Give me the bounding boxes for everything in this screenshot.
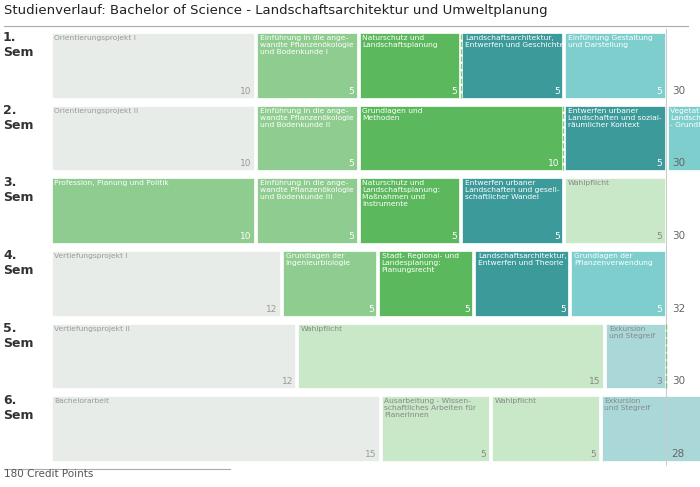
Text: Vertiefungsprojekt I: Vertiefungsprojekt I xyxy=(55,253,128,259)
Text: 10: 10 xyxy=(240,232,252,241)
Text: Grundlagen der
Pflanzenverwendung: Grundlagen der Pflanzenverwendung xyxy=(574,253,653,266)
Bar xyxy=(298,324,603,388)
Text: Naturschutz und
Landschaftsplanung: Naturschutz und Landschaftsplanung xyxy=(363,35,438,48)
Bar xyxy=(565,33,664,98)
Bar xyxy=(283,251,376,316)
Bar xyxy=(52,178,254,243)
Bar xyxy=(462,178,562,243)
Text: Profession, Planung und Politik: Profession, Planung und Politik xyxy=(55,180,169,187)
Text: 5: 5 xyxy=(368,305,374,314)
Bar xyxy=(52,324,295,388)
Text: 1.
Sem: 1. Sem xyxy=(3,31,34,59)
Text: 5: 5 xyxy=(452,87,457,95)
Text: 5: 5 xyxy=(554,87,560,95)
Bar xyxy=(601,396,700,461)
Bar xyxy=(360,106,562,170)
Text: 4.
Sem: 4. Sem xyxy=(3,249,34,277)
Text: Landschaftsarchitektur,
Entwerfen und Geschichte: Landschaftsarchitektur, Entwerfen und Ge… xyxy=(466,35,564,48)
Bar xyxy=(606,324,664,388)
Text: 5: 5 xyxy=(349,159,354,169)
Text: 5: 5 xyxy=(554,232,560,241)
Text: 5: 5 xyxy=(481,450,486,459)
Text: 30: 30 xyxy=(672,86,685,95)
Bar xyxy=(379,251,472,316)
Text: 32: 32 xyxy=(672,304,685,314)
Text: 5: 5 xyxy=(657,159,662,169)
Bar xyxy=(257,33,356,98)
Text: Ausarbeitung - Wissen-
schaftliches Arbeiten für
PlanerInnen: Ausarbeitung - Wissen- schaftliches Arbe… xyxy=(384,398,477,418)
Bar xyxy=(565,178,664,243)
Text: Stadt- Regional- und
Landesplanung:
Planungsrecht: Stadt- Regional- und Landesplanung: Plan… xyxy=(382,253,458,273)
Text: Einführung in die ange-
wandte Pflanzenökologie
und Bodenkunde III: Einführung in die ange- wandte Pflanzenö… xyxy=(260,180,354,200)
Text: 12: 12 xyxy=(266,305,277,314)
Text: 10: 10 xyxy=(240,159,252,169)
Text: Grundlagen der
Ingenieurbiologie: Grundlagen der Ingenieurbiologie xyxy=(286,253,351,266)
Text: 3.
Sem: 3. Sem xyxy=(3,176,34,205)
Text: Wahlpflicht: Wahlpflicht xyxy=(568,180,610,187)
Bar xyxy=(360,33,459,98)
Text: 10: 10 xyxy=(240,87,252,95)
Text: 5: 5 xyxy=(349,87,354,95)
Text: Exkursion
und Stegreif: Exkursion und Stegreif xyxy=(605,398,650,412)
Bar xyxy=(52,33,254,98)
Text: 180 Credit Points: 180 Credit Points xyxy=(4,469,93,479)
Bar xyxy=(257,106,356,170)
Text: Einführung in die ange-
wandte Pflanzenökologie
und Bodenkunde II: Einführung in die ange- wandte Pflanzenö… xyxy=(260,108,354,128)
Text: 5: 5 xyxy=(591,450,596,459)
Bar xyxy=(565,106,664,170)
Bar xyxy=(491,396,598,461)
Text: Orientierungsprojekt I: Orientierungsprojekt I xyxy=(55,35,136,41)
Text: 5: 5 xyxy=(657,87,662,95)
Bar xyxy=(52,251,279,316)
Text: 10: 10 xyxy=(548,159,560,169)
Text: Vegetationstechnik in der
Landschaftsarchitektur
- Grundlagen: Vegetationstechnik in der Landschaftsarc… xyxy=(671,108,700,128)
Text: Exkursion
und Stegreif: Exkursion und Stegreif xyxy=(609,326,655,338)
Text: 5: 5 xyxy=(349,232,354,241)
Text: Studienverlauf: Bachelor of Science - Landschaftsarchitektur und Umweltplanung: Studienverlauf: Bachelor of Science - La… xyxy=(4,4,552,17)
Text: 5: 5 xyxy=(464,305,470,314)
Text: Wahlpflicht: Wahlpflicht xyxy=(494,398,536,404)
Text: 3: 3 xyxy=(657,377,662,386)
Text: 5: 5 xyxy=(657,232,662,241)
Text: Entwerfen urbaner
Landschaften und gesell-
schaftlicher Wandel: Entwerfen urbaner Landschaften und gesel… xyxy=(466,180,560,200)
Text: 30: 30 xyxy=(672,231,685,241)
Text: 2.
Sem: 2. Sem xyxy=(3,104,34,131)
Bar xyxy=(360,178,459,243)
Bar xyxy=(668,106,700,170)
Text: 30: 30 xyxy=(672,158,685,169)
Text: Orientierungsprojekt II: Orientierungsprojekt II xyxy=(55,108,139,113)
Text: Wahlpflicht: Wahlpflicht xyxy=(301,326,343,332)
Text: Naturschutz und
Landschaftsplanung:
Maßnahmen und
Instrumente: Naturschutz und Landschaftsplanung: Maßn… xyxy=(363,180,440,207)
Bar xyxy=(52,106,254,170)
Text: Vertiefungsprojekt II: Vertiefungsprojekt II xyxy=(55,326,130,332)
Text: Grundlagen und
Methoden: Grundlagen und Methoden xyxy=(363,108,423,121)
Text: 5: 5 xyxy=(561,305,566,314)
Text: 5.
Sem: 5. Sem xyxy=(3,322,34,350)
Text: 30: 30 xyxy=(672,376,685,386)
Text: Entwerfen urbaner
Landschaften und sozial-
räumlicher Kontext: Entwerfen urbaner Landschaften und sozia… xyxy=(568,108,662,128)
Text: Landschaftsarchitektur,
Entwerfen und Theorie: Landschaftsarchitektur, Entwerfen und Th… xyxy=(478,253,567,266)
Text: 6.
Sem: 6. Sem xyxy=(3,394,34,422)
Bar xyxy=(475,251,568,316)
Text: Einführung in die ange-
wandte Pflanzenökologie
und Bodenkunde I: Einführung in die ange- wandte Pflanzenö… xyxy=(260,35,354,55)
Bar xyxy=(462,33,562,98)
Text: 12: 12 xyxy=(281,377,293,386)
Text: 28: 28 xyxy=(672,449,685,459)
Bar xyxy=(571,251,664,316)
Text: 15: 15 xyxy=(365,450,377,459)
Bar xyxy=(52,396,379,461)
Bar xyxy=(257,178,356,243)
Text: 15: 15 xyxy=(589,377,601,386)
Text: 5: 5 xyxy=(452,232,457,241)
Text: Einführung Gestaltung
und Darstellung: Einführung Gestaltung und Darstellung xyxy=(568,35,652,48)
Text: 5: 5 xyxy=(657,305,662,314)
Bar xyxy=(382,396,489,461)
Text: Bachelorarbeit: Bachelorarbeit xyxy=(55,398,109,404)
